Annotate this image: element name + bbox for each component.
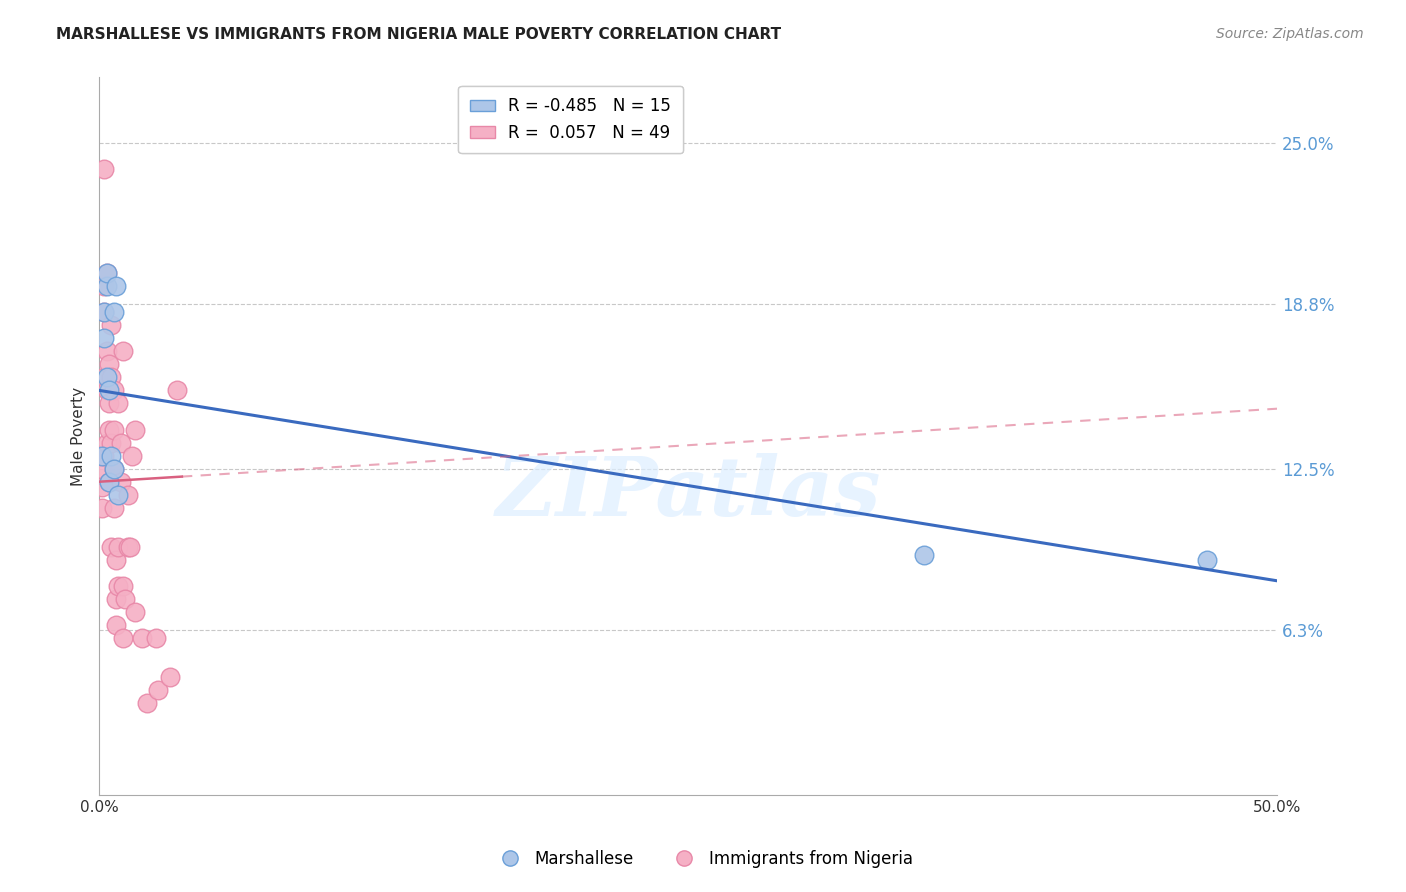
Point xyxy=(111,344,134,359)
Text: ZIPatlas: ZIPatlas xyxy=(495,453,882,533)
Point xyxy=(104,553,127,567)
Point xyxy=(103,461,125,475)
Point xyxy=(124,423,146,437)
Point xyxy=(131,631,153,645)
Point xyxy=(97,475,120,489)
Point xyxy=(110,475,132,489)
Point xyxy=(97,475,120,489)
Point xyxy=(1195,553,1218,567)
Point xyxy=(93,305,115,319)
Point xyxy=(93,279,115,293)
Point xyxy=(90,500,112,515)
Point xyxy=(96,279,118,293)
Point xyxy=(148,683,170,698)
Legend: R = -0.485   N = 15, R =  0.057   N = 49: R = -0.485 N = 15, R = 0.057 N = 49 xyxy=(458,86,683,153)
Point xyxy=(97,423,120,437)
Point xyxy=(114,592,136,607)
Point xyxy=(96,384,118,398)
Point xyxy=(912,548,935,562)
Point xyxy=(107,540,129,554)
Point xyxy=(96,435,118,450)
Text: MARSHALLESE VS IMMIGRANTS FROM NIGERIA MALE POVERTY CORRELATION CHART: MARSHALLESE VS IMMIGRANTS FROM NIGERIA M… xyxy=(56,27,782,42)
Point xyxy=(97,357,120,371)
Point xyxy=(93,331,115,345)
Point xyxy=(103,305,125,319)
Point xyxy=(121,449,143,463)
Point xyxy=(159,670,181,684)
Legend: Marshallese, Immigrants from Nigeria: Marshallese, Immigrants from Nigeria xyxy=(486,844,920,875)
Point xyxy=(110,435,132,450)
Point xyxy=(103,384,125,398)
Point xyxy=(90,449,112,463)
Point xyxy=(111,631,134,645)
Point xyxy=(145,631,167,645)
Point xyxy=(107,488,129,502)
Point xyxy=(117,540,139,554)
Point xyxy=(96,370,118,384)
Point xyxy=(107,396,129,410)
Point xyxy=(97,396,120,410)
Point xyxy=(103,423,125,437)
Point xyxy=(96,266,118,280)
Point xyxy=(100,318,122,333)
Point xyxy=(96,266,118,280)
Point xyxy=(90,449,112,463)
Point xyxy=(100,540,122,554)
Point xyxy=(100,449,122,463)
Point xyxy=(120,540,142,554)
Point xyxy=(111,579,134,593)
Point xyxy=(100,435,122,450)
Point xyxy=(90,480,112,494)
Point xyxy=(107,579,129,593)
Point xyxy=(124,605,146,619)
Point xyxy=(96,344,118,359)
Point xyxy=(117,488,139,502)
Point xyxy=(93,305,115,319)
Point xyxy=(135,697,157,711)
Point xyxy=(93,449,115,463)
Point xyxy=(93,370,115,384)
Point xyxy=(104,592,127,607)
Point xyxy=(104,279,127,293)
Y-axis label: Male Poverty: Male Poverty xyxy=(72,386,86,485)
Point xyxy=(103,461,125,475)
Point xyxy=(104,618,127,632)
Point xyxy=(100,370,122,384)
Point xyxy=(90,461,112,475)
Text: Source: ZipAtlas.com: Source: ZipAtlas.com xyxy=(1216,27,1364,41)
Point xyxy=(166,384,188,398)
Point xyxy=(93,161,115,176)
Point xyxy=(103,500,125,515)
Point xyxy=(97,384,120,398)
